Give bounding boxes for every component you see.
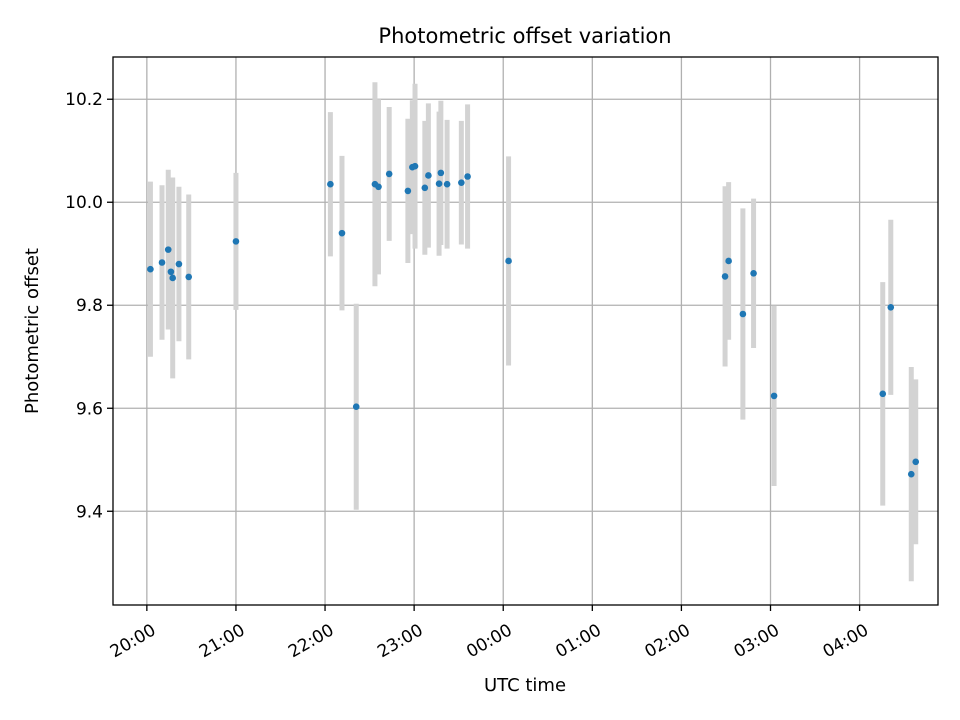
data-point [725,257,732,265]
data-point [338,229,346,237]
data-point [169,274,176,282]
data-point [770,392,778,400]
data-point [164,246,172,253]
y-axis: 9.4 9.6 9.8 10.0 10.2 [65,90,113,522]
data-point [464,173,471,180]
data-point [425,172,432,179]
y-tick-label: 9.4 [76,502,103,522]
data-point [327,180,334,188]
data-point [158,259,166,266]
data-point [421,184,429,192]
data-point [437,169,445,177]
chart-title: Photometric offset variation [378,24,671,48]
data-point [887,304,895,311]
data-point [443,180,451,188]
y-tick-label: 10.2 [65,90,103,110]
data-point [404,187,412,195]
plot-area [113,57,938,605]
data-point [185,273,193,281]
y-tick-label: 9.6 [76,399,103,419]
data-point [232,238,240,245]
data-point [912,458,920,466]
data-point [435,180,443,187]
data-point [411,162,419,170]
data-point [352,403,360,411]
data-point [739,310,747,318]
x-axis-label: UTC time [484,675,566,696]
data-point [147,265,154,273]
data-points [147,162,920,478]
data-point [750,270,757,277]
data-point [167,268,175,276]
data-point [385,170,393,178]
grid [113,57,938,605]
data-point [505,257,512,265]
y-tick-label: 10.0 [65,193,103,213]
data-point [721,273,729,280]
y-tick-label: 9.8 [76,296,103,316]
data-point [907,470,915,478]
plot-frame [112,56,939,606]
y-axis-label: Photometric offset [22,248,43,414]
data-point [879,390,887,398]
data-point [458,179,465,186]
data-point [175,260,183,268]
data-point [375,183,382,191]
